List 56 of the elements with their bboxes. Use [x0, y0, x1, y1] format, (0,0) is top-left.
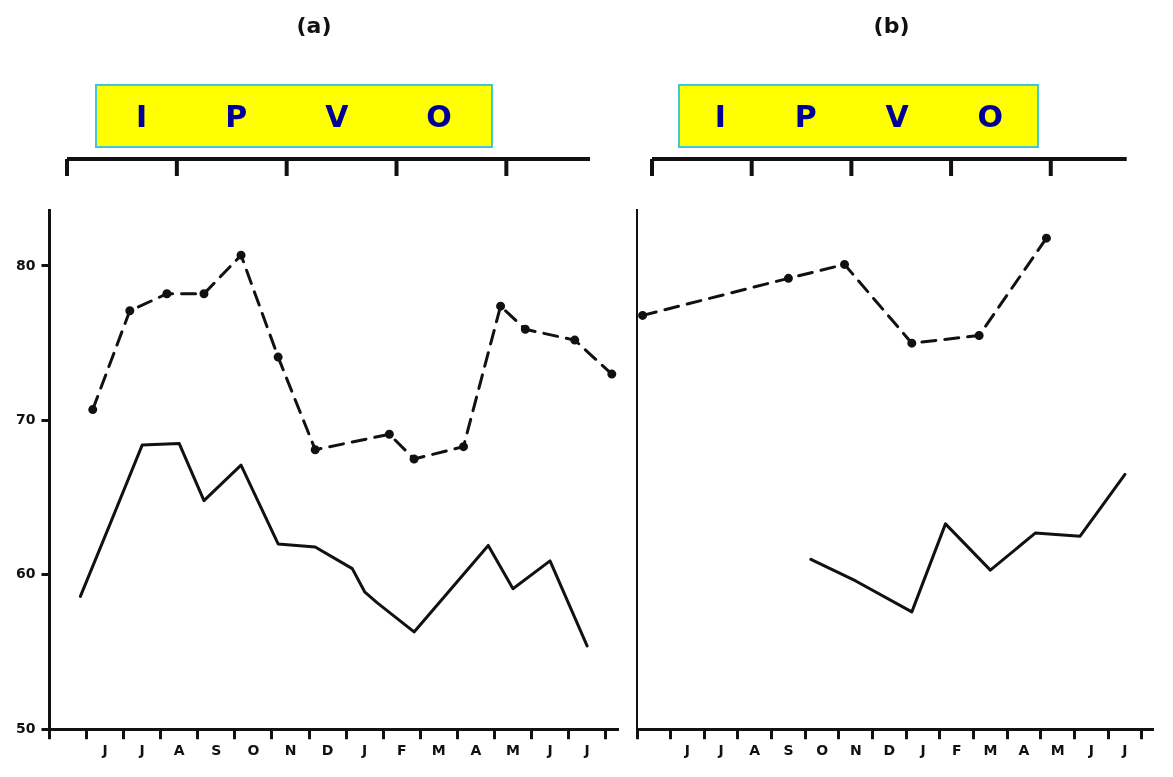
x-tick-label: F — [396, 742, 407, 759]
point — [974, 330, 984, 340]
x-tick-label: D — [883, 742, 896, 759]
y-tick-label: 50 — [16, 719, 36, 736]
point — [162, 289, 172, 299]
x-tick-label: A — [173, 742, 185, 759]
point — [907, 338, 917, 348]
x-tick-label: M — [431, 742, 446, 759]
x-tick-label: J — [1121, 742, 1128, 759]
x-tick-label: S — [783, 742, 794, 759]
point — [409, 454, 419, 464]
x-tick-label: J — [546, 742, 553, 759]
chart-title: (b) — [873, 12, 910, 38]
point — [384, 429, 394, 439]
point — [496, 301, 506, 311]
x-tick-label: J — [101, 742, 108, 759]
y-tick-label: 80 — [16, 256, 36, 273]
point — [273, 352, 283, 362]
y-tick-label: 60 — [16, 565, 36, 582]
x-tick-label: A — [1018, 742, 1030, 759]
x-tick-label: J — [717, 742, 724, 759]
point — [1041, 233, 1051, 243]
point — [570, 335, 580, 345]
x-tick-label: J — [583, 742, 590, 759]
point — [638, 310, 648, 320]
x-tick-label: N — [849, 742, 862, 759]
x-tick-label: J — [683, 742, 691, 759]
y-tick-label: 70 — [16, 411, 36, 428]
x-tick-label: N — [284, 742, 297, 759]
chart-title: (a) — [296, 12, 332, 38]
x-tick-label: J — [1087, 742, 1094, 759]
x-tick-label: S — [211, 742, 222, 759]
x-tick-label: J — [919, 742, 926, 759]
x-tick-label: J — [361, 742, 368, 759]
x-tick-label: J — [138, 742, 145, 759]
point — [459, 442, 469, 452]
point — [520, 324, 530, 334]
label-box: I P V O — [94, 84, 493, 148]
point — [783, 273, 793, 283]
point — [310, 445, 320, 455]
point — [199, 289, 209, 299]
point — [125, 306, 135, 316]
point — [236, 250, 246, 260]
label-box: I P V O — [678, 84, 1040, 148]
x-tick-label: D — [321, 742, 334, 759]
x-tick-label: A — [470, 742, 482, 759]
x-tick-label: M — [505, 742, 520, 759]
point — [607, 369, 617, 379]
x-tick-label: O — [247, 742, 260, 759]
x-tick-label: M — [1050, 742, 1065, 759]
point — [88, 405, 98, 415]
x-tick-label: A — [749, 742, 761, 759]
point — [840, 259, 850, 269]
x-tick-label: F — [951, 742, 962, 759]
x-tick-label: O — [816, 742, 829, 759]
x-tick-label: M — [983, 742, 998, 759]
